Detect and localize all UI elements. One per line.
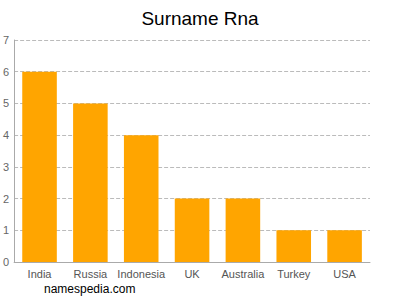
svg-text:Surname Rna: Surname Rna [141, 8, 259, 29]
svg-text:1: 1 [3, 224, 9, 236]
svg-text:3: 3 [3, 161, 9, 173]
svg-text:0: 0 [3, 256, 9, 268]
svg-text:Australia: Australia [222, 268, 266, 280]
svg-text:USA: USA [333, 268, 356, 280]
svg-text:4: 4 [3, 129, 9, 141]
svg-text:5: 5 [3, 97, 9, 109]
svg-text:2: 2 [3, 193, 9, 205]
svg-text:Turkey: Turkey [277, 268, 311, 280]
svg-text:India: India [28, 268, 53, 280]
svg-text:Russia: Russia [74, 268, 109, 280]
svg-text:7: 7 [3, 34, 9, 46]
svg-text:Indonesia: Indonesia [117, 268, 166, 280]
svg-text:6: 6 [3, 66, 9, 78]
svg-text:UK: UK [184, 268, 200, 280]
svg-text:namespedia.com: namespedia.com [44, 282, 135, 296]
